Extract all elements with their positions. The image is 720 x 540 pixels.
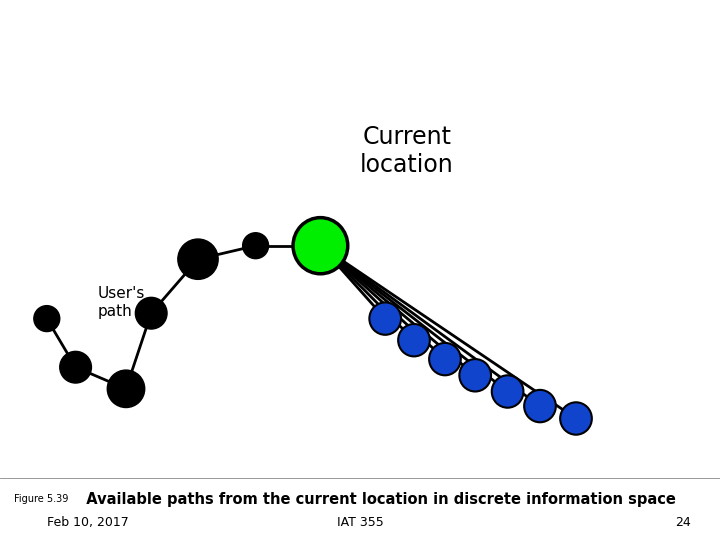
Text: IAT 355: IAT 355 [337,516,383,529]
Ellipse shape [459,359,491,392]
Text: Feb 10, 2017: Feb 10, 2017 [47,516,129,529]
Text: Figure 5.39: Figure 5.39 [14,495,69,504]
Ellipse shape [524,390,556,422]
Text: Current
location: Current location [360,125,454,177]
Ellipse shape [293,218,348,274]
Ellipse shape [178,239,218,279]
Ellipse shape [34,306,60,332]
Text: Available paths from the current location in discrete information space: Available paths from the current locatio… [76,492,675,507]
Ellipse shape [243,233,269,259]
Ellipse shape [398,324,430,356]
Ellipse shape [369,302,401,335]
Ellipse shape [60,352,91,383]
Ellipse shape [429,343,461,375]
Ellipse shape [107,370,145,408]
Text: User's
path: User's path [97,286,145,319]
Ellipse shape [492,375,523,408]
Ellipse shape [135,298,167,329]
Text: 24: 24 [675,516,691,529]
Ellipse shape [560,402,592,435]
